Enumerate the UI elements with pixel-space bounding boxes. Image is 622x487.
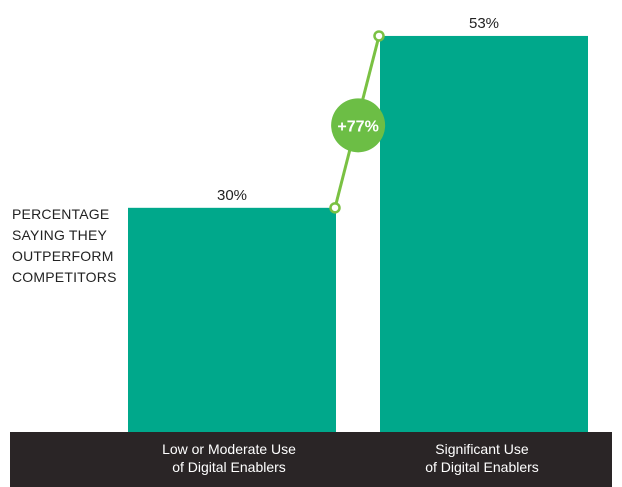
y-axis-label-line: COMPETITORS xyxy=(12,269,117,285)
y-axis-label-line: PERCENTAGE xyxy=(12,206,110,222)
growth-badge xyxy=(331,98,386,153)
connector-point xyxy=(373,30,385,42)
category-axis-band xyxy=(10,432,612,487)
category-label-significant: Significant Use of Digital Enablers xyxy=(372,440,592,476)
category-label-line: Significant Use xyxy=(435,441,529,457)
value-label: 30% xyxy=(217,187,247,204)
category-label-line: of Digital Enablers xyxy=(172,459,286,475)
y-axis-label-line: SAYING THEY xyxy=(12,227,108,243)
category-label-low-moderate: Low or Moderate Use of Digital Enablers xyxy=(119,440,339,476)
bar xyxy=(380,35,588,432)
bar xyxy=(128,207,336,432)
y-axis-label-line: OUTPERFORM xyxy=(12,248,114,264)
y-axis-label: PERCENTAGE SAYING THEY OUTPERFORM COMPET… xyxy=(12,204,132,288)
category-label-line: Low or Moderate Use xyxy=(162,441,296,457)
category-label-line: of Digital Enablers xyxy=(425,459,539,475)
value-label: 53% xyxy=(469,15,499,32)
growth-badge-label: +77% xyxy=(337,118,378,135)
connector-point xyxy=(329,202,341,214)
